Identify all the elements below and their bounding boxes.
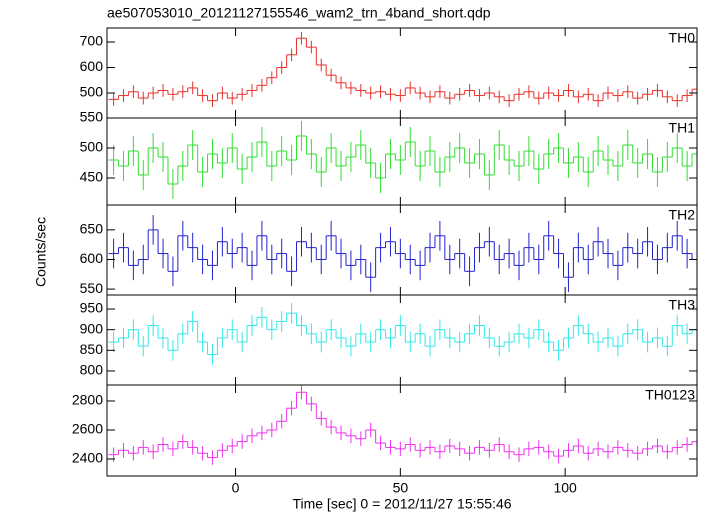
y-tick-label: 800 — [80, 362, 104, 378]
panel-label: TH1 — [669, 120, 696, 136]
y-axis-label: Counts/sec — [33, 217, 49, 287]
y-tick-label: 900 — [80, 320, 104, 336]
y-tick-label: 450 — [80, 169, 104, 185]
y-tick-label: 2800 — [72, 392, 103, 408]
panel-frame — [106, 27, 698, 119]
y-tick-label: 550 — [80, 280, 104, 296]
y-tick-label: 550 — [80, 109, 104, 125]
series — [108, 215, 697, 293]
x-tick-label: 0 — [232, 480, 240, 496]
y-tick-label: 600 — [80, 58, 104, 74]
x-axis-label: Time [sec] 0 = 2012/11/27 15:55:46 — [292, 496, 511, 512]
series — [108, 31, 697, 108]
chart-title: ae507053010_20121127155546_wam2_trn_4ban… — [107, 5, 491, 21]
y-tick-label: 850 — [80, 341, 104, 357]
y-tick-label: 500 — [80, 139, 104, 155]
panel-label: TH3 — [669, 297, 696, 313]
panel-label: TH0 — [669, 30, 696, 46]
panel-label: TH0123 — [645, 387, 695, 403]
y-tick-label: 600 — [80, 250, 104, 266]
series — [108, 385, 697, 465]
y-tick-label: 500 — [80, 84, 104, 100]
panel-frame — [106, 384, 698, 477]
x-tick-label: 100 — [553, 480, 577, 496]
panel-label: TH2 — [669, 207, 696, 223]
y-tick-label: 2600 — [72, 421, 103, 437]
y-tick-label: 650 — [80, 221, 104, 237]
y-tick-label: 950 — [80, 300, 104, 316]
series — [108, 121, 697, 199]
x-tick-label: 50 — [393, 480, 409, 496]
y-tick-label: 2400 — [72, 450, 103, 466]
series — [108, 302, 697, 365]
y-tick-label: 700 — [80, 33, 104, 49]
